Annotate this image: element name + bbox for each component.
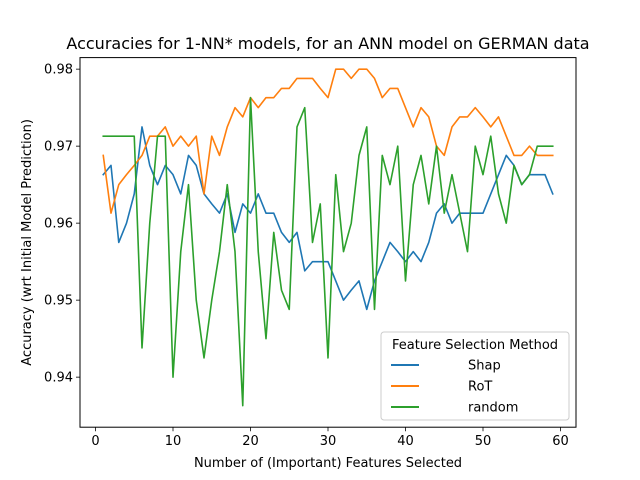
series-line-random	[102, 96, 554, 407]
series-line-shap	[102, 126, 554, 311]
x-tick-label: 0	[91, 434, 99, 449]
y-tick-label: 0.98	[44, 63, 73, 78]
y-axis: 0.94 0.95 0.96 0.97 0.98	[44, 63, 80, 386]
legend-label-shap: Shap	[468, 359, 501, 374]
x-tick-label: 50	[475, 434, 492, 449]
legend-label-rot: RoT	[468, 380, 492, 395]
y-tick-label: 0.97	[44, 140, 73, 155]
x-tick-label: 10	[165, 434, 182, 449]
y-tick-label: 0.95	[44, 294, 73, 309]
x-tick-label: 60	[552, 434, 569, 449]
y-tick-label: 0.96	[44, 217, 73, 232]
series-line-rot	[102, 68, 554, 214]
x-axis-label: Number of (Important) Features Selected	[194, 456, 462, 471]
x-tick-label: 30	[320, 434, 337, 449]
legend-label-random: random	[468, 401, 518, 416]
chart-title: Accuracies for 1-NN* models, for an ANN …	[66, 34, 589, 53]
legend-title: Feature Selection Method	[392, 338, 558, 353]
x-axis: 0 10 20 30 40 50 60	[91, 427, 569, 449]
y-axis-label: Accuracy (wrt Initial Model Prediction)	[20, 119, 35, 366]
series-layer	[102, 68, 554, 407]
legend: Feature Selection Method Shap RoT random	[380, 331, 570, 421]
y-tick-label: 0.94	[44, 371, 73, 386]
legend-frame	[380, 331, 570, 421]
x-tick-label: 40	[397, 434, 414, 449]
x-tick-label: 20	[242, 434, 259, 449]
